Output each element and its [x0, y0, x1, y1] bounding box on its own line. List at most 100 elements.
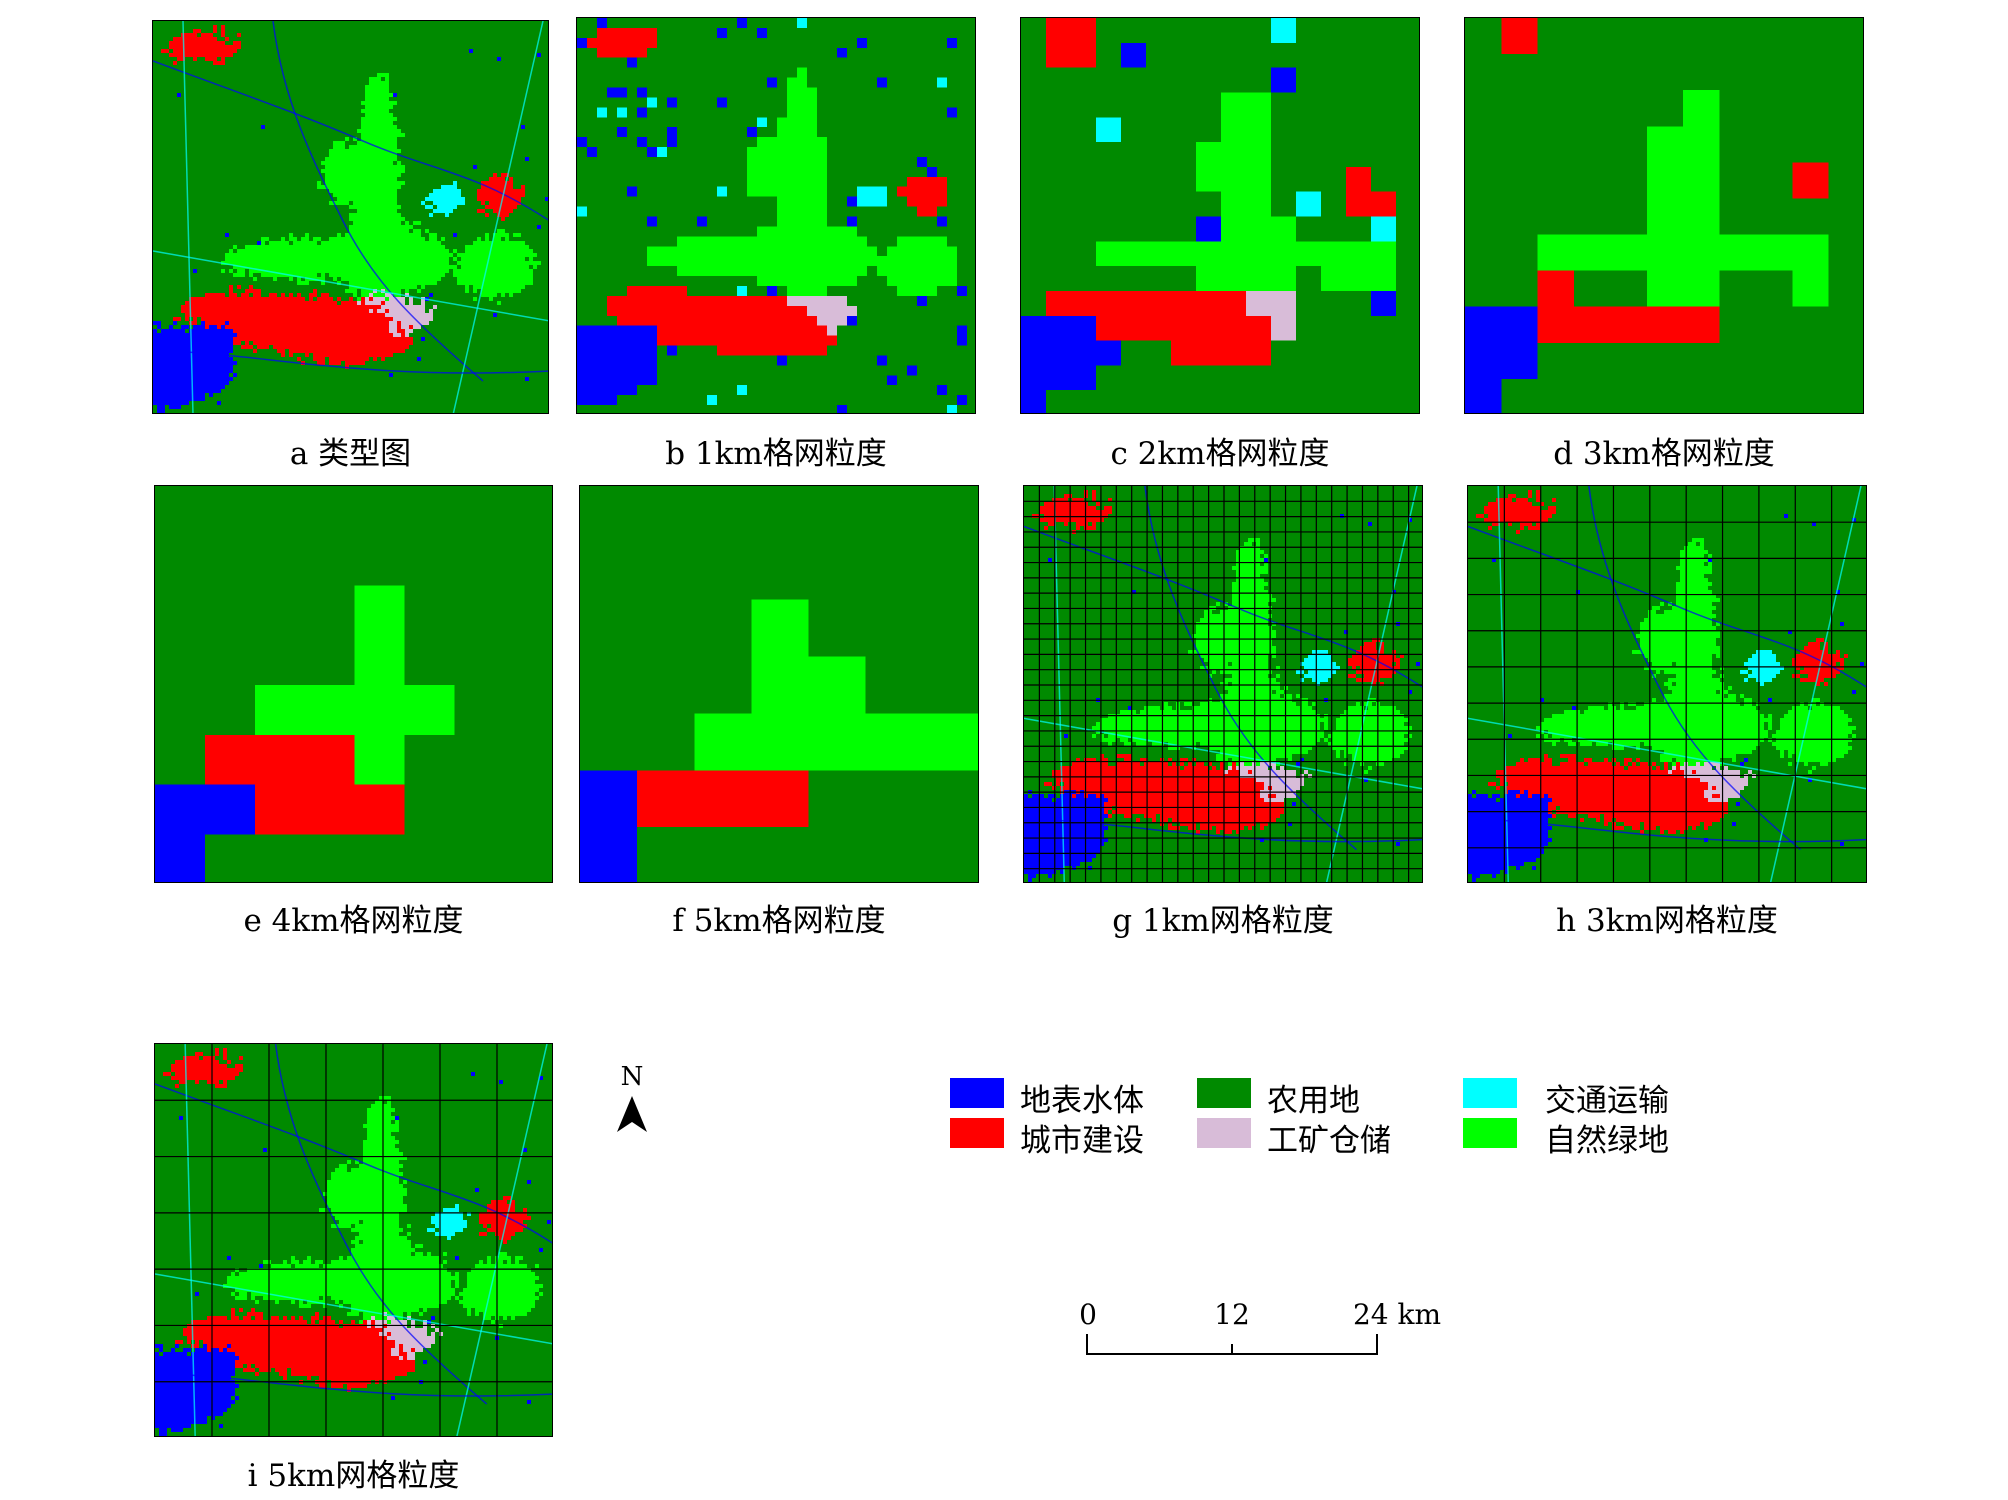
landuse-cell	[377, 121, 381, 125]
landuse-cell	[205, 209, 209, 213]
landuse-cell	[533, 105, 537, 109]
landuse-cell	[221, 65, 225, 69]
landuse-cell	[429, 41, 433, 45]
landuse-cell	[489, 125, 493, 129]
landuse-cell	[385, 197, 389, 201]
landuse-cell	[505, 141, 509, 145]
landuse-cell	[153, 177, 157, 181]
landuse-cell	[293, 165, 297, 169]
landuse-cell	[353, 157, 357, 161]
landuse-cell	[389, 65, 393, 69]
landuse-cell	[289, 149, 293, 153]
landuse-cell	[157, 65, 161, 69]
landuse-cell	[369, 149, 373, 153]
landuse-cell	[181, 193, 185, 197]
landuse-cell	[293, 49, 297, 53]
landuse-cell	[325, 173, 329, 177]
landuse-cell	[257, 101, 261, 105]
landuse-cell	[189, 173, 193, 177]
landuse-cell	[465, 193, 469, 197]
landuse-cell	[277, 213, 281, 217]
landuse-cell	[473, 181, 477, 185]
landuse-cell	[485, 197, 489, 201]
landuse-cell	[353, 217, 357, 221]
landuse-cell	[457, 125, 461, 129]
landuse-cell	[257, 125, 261, 129]
landuse-cell	[469, 49, 473, 53]
landuse-cell	[217, 193, 221, 197]
landuse-cell	[333, 29, 337, 33]
landuse-cell	[489, 149, 493, 153]
landuse-cell	[477, 161, 481, 165]
landuse-cell	[169, 105, 173, 109]
landuse-cell	[541, 133, 545, 137]
landuse-cell	[193, 121, 197, 125]
landuse-cell	[261, 101, 265, 105]
landuse-cell	[361, 21, 365, 25]
landuse-cell	[409, 197, 413, 201]
landuse-cell	[305, 209, 309, 213]
landuse-cell	[213, 65, 217, 69]
landuse-cell	[449, 37, 453, 41]
landuse-cell	[393, 189, 397, 193]
landuse-cell	[353, 133, 357, 137]
landuse-cell	[189, 169, 193, 173]
landuse-cell	[405, 117, 409, 121]
landuse-cell	[237, 217, 241, 221]
landuse-cell	[513, 213, 517, 217]
landuse-cell	[321, 189, 325, 193]
landuse-cell	[205, 105, 209, 109]
landuse-cell	[481, 37, 485, 41]
landuse-cell	[213, 193, 217, 197]
landuse-cell	[529, 173, 533, 177]
landuse-cell	[221, 145, 225, 149]
landuse-cell	[201, 29, 205, 33]
landuse-cell	[229, 53, 233, 57]
landuse-cell	[409, 121, 413, 125]
landuse-cell	[297, 217, 301, 221]
landuse-cell	[505, 197, 509, 201]
landuse-cell	[389, 93, 393, 97]
landuse-cell	[213, 53, 217, 57]
landuse-cell	[421, 137, 425, 141]
landuse-cell	[361, 45, 365, 49]
landuse-cell	[173, 157, 177, 161]
landuse-cell	[257, 113, 261, 117]
landuse-cell	[429, 141, 433, 145]
landuse-cell	[525, 29, 529, 33]
landuse-cell	[205, 53, 209, 57]
landuse-cell	[417, 213, 421, 217]
landuse-cell	[341, 117, 345, 121]
landuse-cell	[277, 101, 281, 105]
landuse-cell	[385, 29, 389, 33]
landuse-cell	[397, 25, 401, 29]
landuse-cell	[321, 181, 325, 185]
landuse-cell	[325, 121, 329, 125]
landuse-cell	[377, 201, 381, 205]
landuse-cell	[513, 57, 517, 61]
landuse-cell	[453, 217, 457, 221]
landuse-cell	[425, 97, 429, 101]
landuse-cell	[281, 89, 285, 93]
landuse-cell	[377, 157, 381, 161]
landuse-cell	[473, 109, 477, 113]
landuse-cell	[421, 97, 425, 101]
landuse-cell	[429, 129, 433, 133]
landuse-cell	[161, 113, 165, 117]
landuse-cell	[281, 145, 285, 149]
landuse-cell	[521, 77, 525, 81]
landuse-cell	[505, 69, 509, 73]
landuse-cell	[433, 61, 437, 65]
landuse-cell	[261, 137, 265, 141]
landuse-cell	[425, 65, 429, 69]
landuse-cell	[341, 133, 345, 137]
landuse-cell	[253, 113, 257, 117]
landuse-cell	[189, 161, 193, 165]
landuse-cell	[221, 61, 225, 65]
landuse-cell	[461, 57, 465, 61]
landuse-cell	[297, 61, 301, 65]
landuse-cell	[341, 193, 345, 197]
landuse-cell	[425, 201, 429, 205]
landuse-cell	[161, 197, 165, 201]
landuse-cell	[413, 133, 417, 137]
